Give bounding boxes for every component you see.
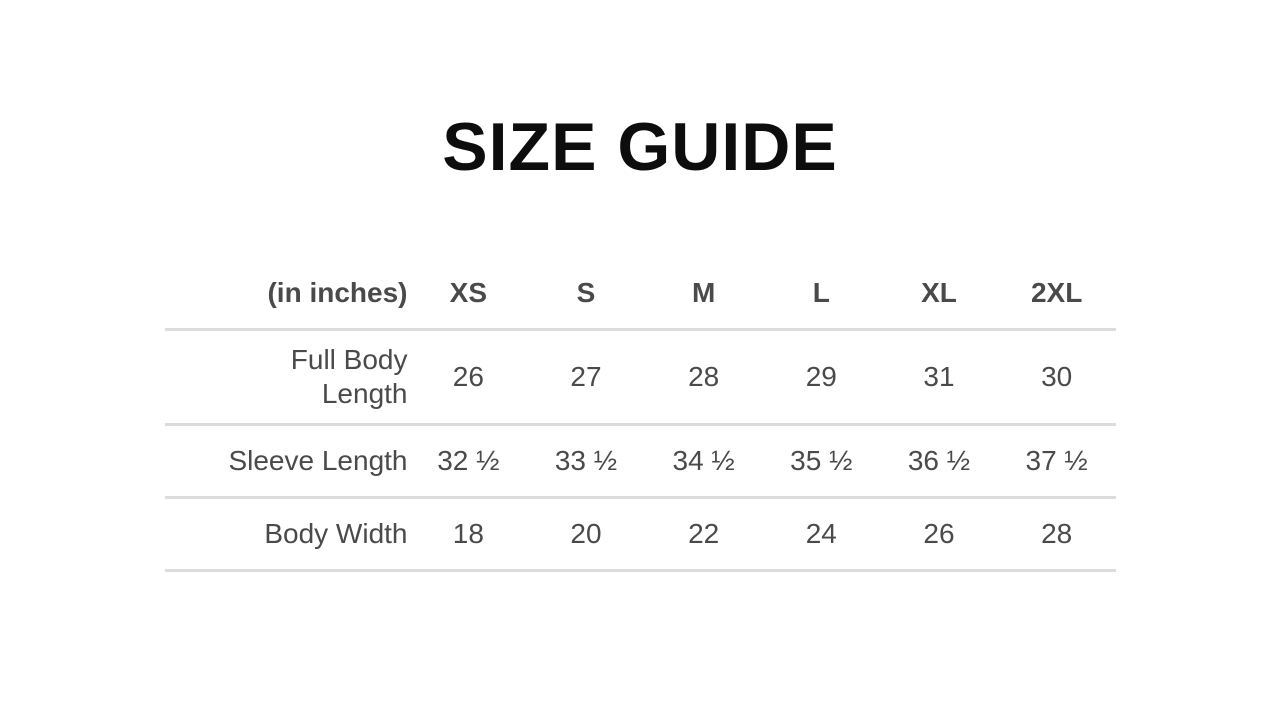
column-header-m: M xyxy=(644,240,763,331)
table-cell: 35 ½ xyxy=(762,424,881,499)
column-header-xs: XS xyxy=(409,240,528,331)
table-cell: 37 ½ xyxy=(997,424,1116,499)
table-cell: 30 xyxy=(997,329,1116,426)
row-label: Full Body Length xyxy=(164,329,410,426)
table-row-sleeve-length: Sleeve Length 32 ½ 33 ½ 34 ½ 35 ½ 36 ½ 3… xyxy=(164,424,1116,499)
table-cell: 24 xyxy=(762,497,881,572)
table-cell: 28 xyxy=(644,329,763,426)
column-header-s: S xyxy=(527,240,645,331)
table-cell: 26 xyxy=(409,329,528,426)
table-cell: 36 ½ xyxy=(880,424,998,499)
column-header-2xl: 2XL xyxy=(997,240,1116,331)
table-cell: 27 xyxy=(527,329,645,426)
column-header-xl: XL xyxy=(880,240,998,331)
table-cell: 31 xyxy=(880,329,998,426)
size-guide-table: (in inches) XS S M L XL 2XL Full Body Le… xyxy=(164,240,1116,572)
table-cell: 28 xyxy=(997,497,1116,572)
table-row-full-body-length: Full Body Length 26 27 28 29 31 30 xyxy=(164,329,1116,426)
table-row-body-width: Body Width 18 20 22 24 26 28 xyxy=(164,497,1116,572)
unit-label: (in inches) xyxy=(164,240,410,331)
table-cell: 33 ½ xyxy=(527,424,645,499)
row-label: Body Width xyxy=(164,497,410,572)
table-cell: 20 xyxy=(527,497,645,572)
table-cell: 32 ½ xyxy=(409,424,528,499)
table-cell: 34 ½ xyxy=(644,424,763,499)
table-cell: 22 xyxy=(644,497,763,572)
row-label: Sleeve Length xyxy=(164,424,410,499)
page-title: SIZE GUIDE xyxy=(442,109,838,185)
table-header-row: (in inches) XS S M L XL 2XL xyxy=(164,240,1116,331)
size-guide-page: SIZE GUIDE (in inches) XS S M L XL 2XL F… xyxy=(0,112,1280,572)
table-cell: 18 xyxy=(409,497,528,572)
table-cell: 29 xyxy=(762,329,881,426)
table-cell: 26 xyxy=(880,497,998,572)
column-header-l: L xyxy=(762,240,881,331)
